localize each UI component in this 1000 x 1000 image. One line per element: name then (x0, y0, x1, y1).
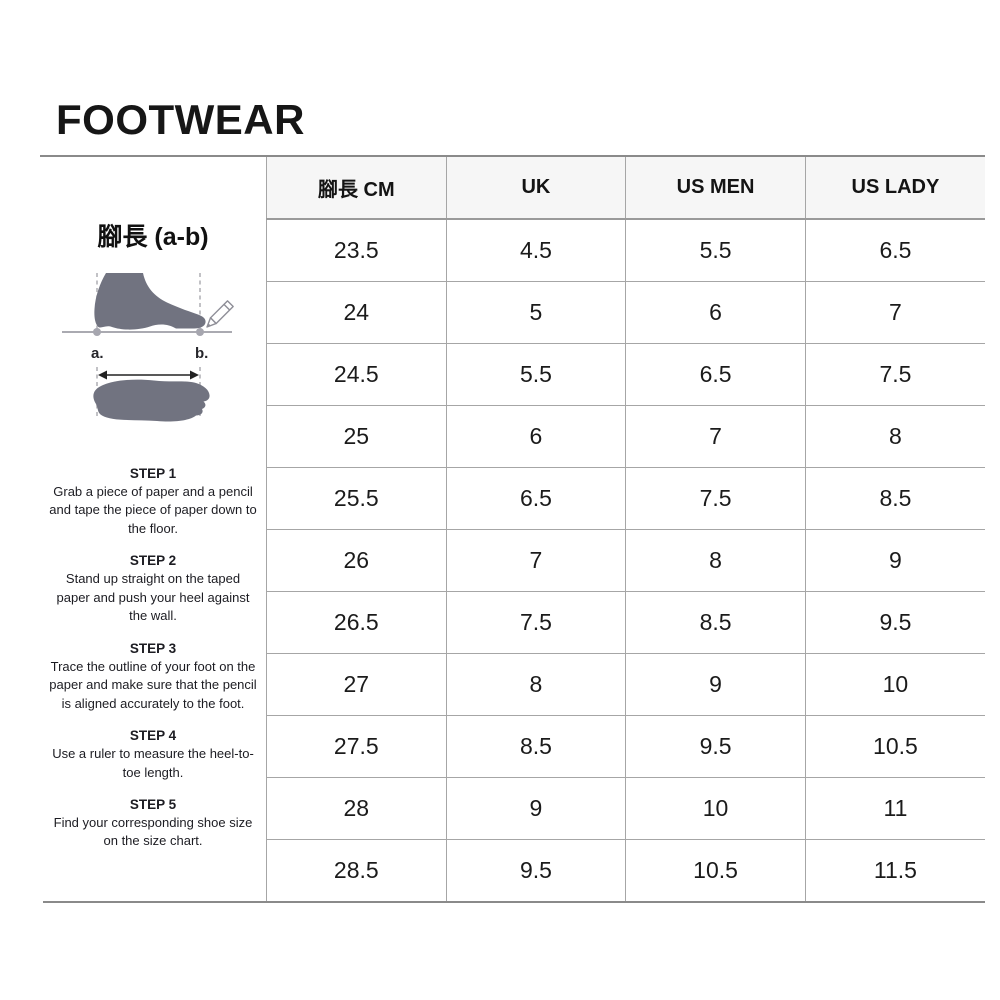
size-cell: 24.5 (266, 343, 447, 406)
size-table: 腳長 CM UK US MEN US LADY 23.5 4.5 5.5 6.5 24 5 6 7 2… (266, 157, 985, 901)
table-row: 26.5 7.5 8.5 9.5 (266, 591, 985, 654)
label-a: a. (91, 345, 104, 362)
size-cell: 26 (266, 529, 447, 592)
length-arrow-icon (98, 370, 199, 380)
table-row: 26 7 8 9 (266, 529, 985, 592)
step-title: STEP 5 (129, 796, 177, 812)
size-cell: 9 (625, 653, 806, 716)
size-cell: 8 (445, 653, 626, 716)
size-cell: 8.5 (625, 591, 806, 654)
size-cell: 9 (804, 529, 985, 592)
size-cell: 24 (266, 281, 447, 344)
table-row: 28 9 10 11 (266, 777, 985, 840)
size-table-header-row: 腳長 CM UK US MEN US LADY (266, 157, 985, 220)
table-row: 25.5 6.5 7.5 8.5 (266, 467, 985, 530)
point-a-marker (93, 328, 101, 336)
table-row: 25 6 7 8 (266, 405, 985, 468)
content-area: 腳長 (a-b) (40, 157, 985, 901)
table-row: 27.5 8.5 9.5 10.5 (266, 715, 985, 778)
column-header: US MEN (625, 157, 806, 220)
size-cell: 8.5 (445, 715, 626, 778)
size-cell: 7.5 (804, 343, 985, 406)
size-table-container: 腳長 CM UK US MEN US LADY 23.5 4.5 5.5 6.5 24 5 6 7 2… (266, 157, 985, 901)
size-cell: 8 (625, 529, 806, 592)
size-cell: 6 (445, 405, 626, 468)
table-row: 24.5 5.5 6.5 7.5 (266, 343, 985, 406)
size-cell: 10.5 (625, 839, 806, 901)
foot-measure-illustration: a. b. (62, 273, 234, 422)
size-cell: 6.5 (625, 343, 806, 406)
size-cell: 5 (445, 281, 626, 344)
size-cell: 7 (445, 529, 626, 592)
step-text: Find your corresponding shoe size on the… (53, 814, 253, 849)
size-table-body: 23.5 4.5 5.5 6.5 24 5 6 7 24.5 5.5 6.5 7.5 25 6 7 8 25.5… (266, 219, 985, 901)
size-cell: 27.5 (266, 715, 447, 778)
size-cell: 8 (804, 405, 985, 468)
table-row: 27 8 9 10 (266, 653, 985, 716)
top-divider (40, 155, 985, 157)
size-cell: 27 (266, 653, 447, 716)
foot-side-silhouette (94, 273, 206, 330)
page-title: FOOTWEAR (56, 96, 305, 143)
table-row: 24 5 6 7 (266, 281, 985, 344)
step-title: STEP 3 (129, 640, 177, 656)
size-cell: 5.5 (445, 343, 626, 406)
table-row: 28.5 9.5 10.5 11.5 (267, 839, 985, 901)
size-cell: 28.5 (333, 856, 379, 883)
size-cell: 9.5 (804, 591, 985, 654)
size-cell: 11.5 (804, 839, 985, 901)
size-cell: 9 (445, 777, 626, 840)
size-cell: 10 (804, 653, 985, 716)
foot-measure-diagram: a. b. (40, 263, 266, 436)
size-cell: 10 (625, 777, 806, 840)
size-cell: 10.5 (804, 715, 985, 778)
step-title: STEP 4 (129, 728, 177, 744)
foot-length-title: 腳長 (a-b) (97, 223, 209, 251)
step-text: Use a ruler to measure the heel-to-toe l… (52, 746, 254, 780)
table-row: 23.5 4.5 5.5 6.5 (266, 219, 985, 282)
size-cell: 7 (804, 281, 985, 344)
measure-steps: STEP 1 Grab a piece of paper and a pencil… (40, 466, 266, 851)
label-b: b. (195, 345, 208, 362)
size-cell: 7.5 (625, 467, 806, 530)
size-cell: 28 (266, 777, 447, 840)
size-cell: 26.5 (266, 591, 447, 654)
measure-step: STEP 2 Stand up straight on the taped pap… (48, 553, 258, 625)
size-cell: 25 (266, 405, 447, 468)
measure-step: STEP 4 Use a ruler to measure the heel-to… (48, 728, 258, 782)
size-cell: 6.5 (445, 467, 626, 530)
size-cell: 25.5 (266, 467, 447, 530)
step-text: Grab a piece of paper and a pencil and t… (49, 484, 257, 536)
size-cell: 4.5 (445, 219, 626, 282)
measure-step: STEP 3 Trace the outline of your foot on … (48, 641, 258, 713)
size-cell: 5.5 (625, 219, 806, 282)
step-title: STEP 2 (129, 553, 177, 569)
column-header: 腳長 CM (266, 157, 447, 220)
pencil-icon (206, 300, 234, 328)
size-cell: 6.5 (804, 219, 985, 282)
point-b-marker (196, 328, 204, 336)
step-text: Stand up straight on the taped paper and… (56, 571, 250, 624)
measure-sidebar: 腳長 (a-b) (40, 157, 266, 901)
size-cell: 7 (625, 405, 806, 468)
column-header: US LADY (804, 157, 985, 220)
size-cell: 7.5 (445, 591, 626, 654)
size-cell: 9.5 (445, 839, 626, 901)
size-cell: 8.5 (804, 467, 985, 530)
size-cell: 6 (625, 281, 806, 344)
measure-step: STEP 1 Grab a piece of paper and a pencil… (48, 466, 258, 538)
step-title: STEP 1 (129, 466, 177, 481)
size-cell: 23.5 (266, 219, 447, 282)
size-cell: 9.5 (625, 715, 806, 778)
size-cell: 11 (804, 777, 985, 840)
bottom-divider (43, 901, 985, 903)
column-header: UK (445, 157, 626, 220)
foot-top-silhouette (93, 379, 210, 422)
measure-step: STEP 5 Find your corresponding shoe size … (48, 797, 258, 851)
step-text: Trace the outline of your foot on the pa… (49, 658, 257, 711)
footwear-size-guide-page: FOOTWEAR 腳長 (a-b) (40, 0, 985, 1000)
